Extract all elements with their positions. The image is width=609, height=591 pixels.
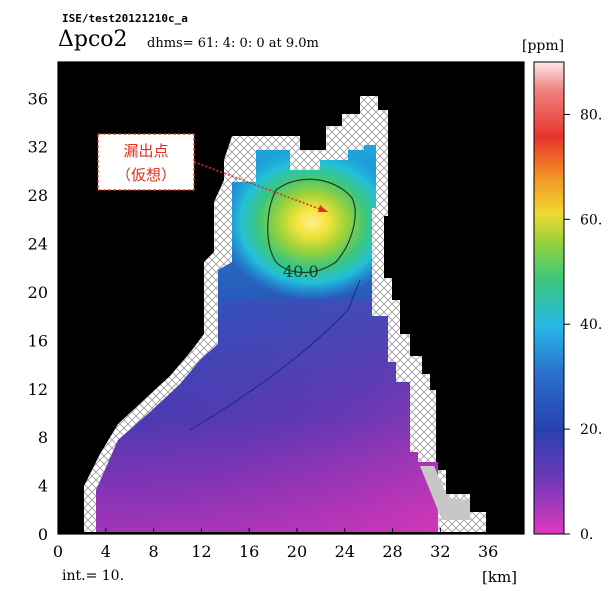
- x-tick-label: 24: [335, 542, 355, 561]
- x-tick-label: 36: [478, 542, 498, 561]
- x-tick-label: 8: [148, 542, 158, 561]
- colorbar-tick-label: 60.: [580, 212, 602, 228]
- annotation-line2: （仮想）: [116, 166, 176, 184]
- contour-label-40: 40.0: [283, 262, 319, 281]
- time-info-label: dhms= 61: 4: 0: 0 at 9.0m: [147, 36, 319, 51]
- colorbar-tick-label: 40.: [580, 317, 602, 333]
- leak-point-annotation: 漏出点 （仮想）: [97, 133, 329, 213]
- run-id-label: ISE/test20121210c_a: [62, 12, 188, 25]
- y-tick-label: 12: [28, 380, 48, 399]
- colorbar-tick-label: 80.: [580, 107, 602, 123]
- annotation-line1: 漏出点: [123, 142, 168, 160]
- shoal-patch: [420, 466, 470, 520]
- annotation-arrowhead: [318, 205, 328, 212]
- y-tick-label: 8: [38, 428, 48, 447]
- x-axis: 0 4 8 12 16 20 24 28 32 36: [53, 528, 498, 561]
- y-axis: 0 4 8 12 16 20 24 28 32 36: [28, 89, 64, 544]
- y-tick-label: 0: [38, 525, 48, 544]
- contour-interval-label: int.= 10.: [62, 568, 125, 584]
- x-tick-label: 0: [53, 542, 63, 561]
- contour-20: [189, 279, 361, 431]
- x-tick-label: 20: [287, 542, 307, 561]
- colorbar-tick-label: 0.: [580, 527, 593, 543]
- y-tick-label: 16: [28, 331, 48, 350]
- y-tick-label: 4: [38, 477, 48, 496]
- x-tick-label: 28: [382, 542, 402, 561]
- y-tick-label: 24: [28, 235, 48, 254]
- contour-40: [267, 178, 356, 273]
- plot-frame: [57, 61, 525, 535]
- colorbar: [533, 61, 565, 535]
- y-tick-label: 20: [28, 283, 48, 302]
- y-tick-label: 36: [28, 89, 48, 108]
- x-axis-unit-label: [km]: [482, 568, 518, 586]
- colorbar-tick-label: 20.: [580, 422, 602, 438]
- y-tick-label: 28: [28, 186, 48, 205]
- x-tick-label: 12: [191, 542, 211, 561]
- y-tick-label: 32: [28, 138, 48, 157]
- co2-plume: [220, 145, 404, 300]
- x-tick-label: 4: [101, 542, 111, 561]
- x-tick-label: 16: [239, 542, 259, 561]
- annotation-box: [97, 133, 195, 191]
- variable-title: Δpco2: [58, 27, 128, 52]
- colorbar-axis: 0. 20. 40. 60. 80.: [564, 107, 602, 543]
- colorbar-unit-label: [ppm]: [522, 38, 565, 54]
- x-tick-label: 32: [430, 542, 450, 561]
